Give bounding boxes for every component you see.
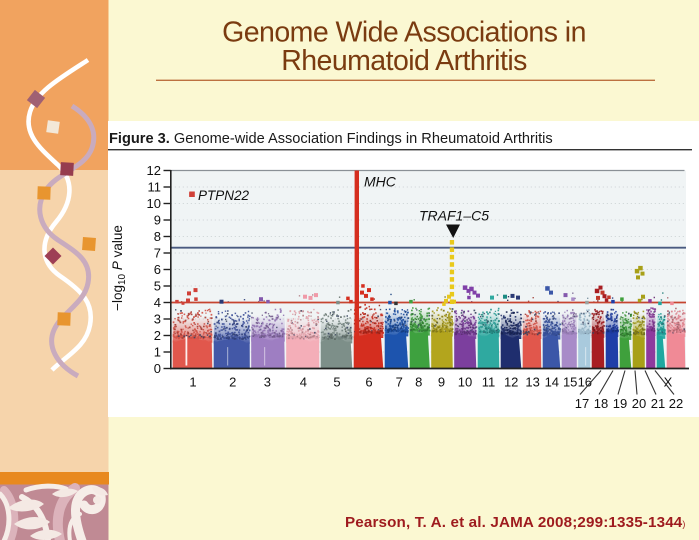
svg-text:12: 12 [147, 163, 161, 178]
svg-text:11: 11 [148, 180, 162, 195]
svg-text:4: 4 [300, 375, 307, 390]
svg-text:8: 8 [154, 229, 161, 244]
svg-text:Genome Wide Associations in: Genome Wide Associations in [222, 17, 586, 49]
svg-text:0: 0 [154, 361, 161, 376]
svg-text:14: 14 [545, 375, 559, 390]
svg-text:3: 3 [154, 312, 161, 327]
svg-text:12: 12 [504, 375, 518, 390]
svg-text:10: 10 [458, 375, 472, 390]
svg-text:6: 6 [154, 262, 161, 277]
svg-text:18: 18 [594, 396, 608, 411]
svg-text:X: X [664, 375, 673, 390]
svg-text:Rheumatoid Arthritis: Rheumatoid Arthritis [281, 45, 527, 77]
svg-text:22: 22 [669, 396, 683, 411]
svg-text:7: 7 [396, 375, 403, 390]
svg-text:19: 19 [613, 396, 627, 411]
svg-text:1: 1 [154, 345, 161, 360]
svg-text:20: 20 [632, 396, 646, 411]
svg-text:5: 5 [333, 375, 340, 390]
svg-text:13: 13 [525, 375, 539, 390]
svg-text:10: 10 [147, 196, 161, 211]
svg-text:8: 8 [415, 375, 422, 390]
svg-text:2: 2 [229, 375, 236, 390]
svg-text:15: 15 [563, 375, 577, 390]
svg-text:9: 9 [438, 375, 445, 390]
svg-text:4: 4 [154, 295, 161, 310]
svg-text:3: 3 [264, 375, 271, 390]
svg-text:Figure 3. Genome-wide Associat: Figure 3. Genome-wide Association Findin… [109, 131, 553, 147]
svg-text:PTPN22: PTPN22 [198, 188, 250, 203]
svg-text:MHC: MHC [364, 174, 397, 190]
svg-text:17: 17 [575, 396, 589, 411]
svg-text:21: 21 [651, 396, 665, 411]
svg-text:TRAF1–C5: TRAF1–C5 [419, 208, 489, 224]
svg-text:9: 9 [154, 213, 161, 228]
svg-text:16: 16 [578, 375, 592, 390]
svg-text:Pearson, T. A. et al. JAMA 200: Pearson, T. A. et al. JAMA 2008;299:1335… [345, 514, 686, 531]
svg-text:1: 1 [189, 375, 196, 390]
svg-text:7: 7 [154, 246, 161, 261]
svg-text:−log10 P value: −log10 P value [110, 225, 128, 311]
svg-text:2: 2 [154, 328, 161, 343]
svg-text:11: 11 [482, 375, 496, 390]
svg-text:5: 5 [154, 279, 161, 294]
svg-text:6: 6 [365, 375, 372, 390]
